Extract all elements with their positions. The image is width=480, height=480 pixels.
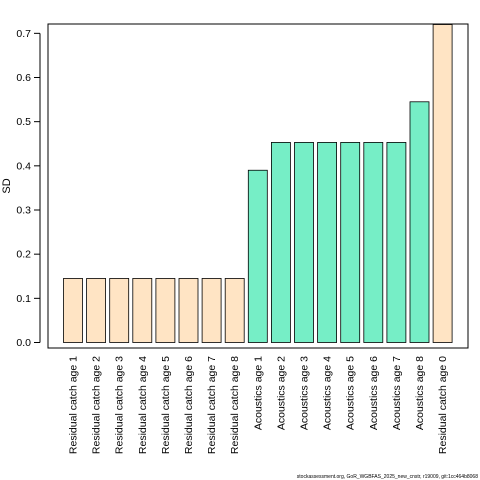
y-tick-label-1: 0.0 [16,337,31,349]
x-axis-labels: Residual catch age 1 Residual catch age 2… [68,356,450,454]
bar-10 [270,142,291,343]
footer-source-text: stockassessment.org, GoR_WGBFAS_2025_new… [297,474,478,480]
x-tick-label-5: Residual catch age 5 [160,356,172,454]
x-tick-label-16: Acoustics age 8 [414,356,426,430]
bar-17 [432,24,453,343]
x-tick-label-9: Acoustics age 1 [252,356,264,430]
bar-4 [132,278,153,343]
bar-5 [155,278,176,343]
bar-15 [386,142,407,343]
y-tick-label-7: 0.6 [16,72,31,84]
y-tick-label-2: 0.1 [16,293,31,305]
bar-9 [247,169,268,343]
y-axis-label: SD [1,178,13,193]
x-tick-label-14: Acoustics age 6 [368,356,380,430]
bar-7 [201,278,222,343]
bar-16 [409,101,430,343]
x-tick-label-8: Residual catch age 8 [229,356,241,454]
x-tick-label-17: Residual catch age 0 [437,356,449,454]
bar-12 [317,142,338,343]
y-axis-ticks: 0.0 0.1 0.2 0.3 0.4 0.5 0.6 0.7 [16,28,40,349]
y-tick-label-8: 0.7 [16,28,31,40]
x-tick-label-4: Residual catch age 4 [137,356,149,454]
x-tick-label-15: Acoustics age 7 [391,356,403,430]
x-tick-label-11: Acoustics age 3 [299,356,311,430]
bar-6 [178,278,199,343]
x-tick-label-10: Acoustics age 2 [275,356,287,430]
plot-frame [47,23,469,349]
y-tick-label-4: 0.3 [16,205,31,217]
x-tick-label-7: Residual catch age 7 [206,356,218,454]
bar-1 [63,278,83,343]
bar-3 [109,278,130,343]
x-tick-label-12: Acoustics age 4 [322,356,334,430]
bar-2 [86,278,106,343]
y-tick-label-6: 0.5 [16,116,31,128]
bar-14 [363,142,384,343]
y-tick-label-3: 0.2 [16,249,31,261]
y-tick-label-5: 0.4 [16,160,31,172]
x-tick-label-6: Residual catch age 6 [183,356,195,454]
bars-layer [63,24,453,343]
bar-11 [294,142,314,343]
x-tick-label-2: Residual catch age 2 [91,356,103,454]
x-tick-label-3: Residual catch age 3 [114,356,126,454]
bar-8 [224,278,245,343]
x-tick-label-13: Acoustics age 5 [345,356,357,430]
bar-13 [340,142,361,343]
x-tick-label-1: Residual catch age 1 [68,356,80,454]
